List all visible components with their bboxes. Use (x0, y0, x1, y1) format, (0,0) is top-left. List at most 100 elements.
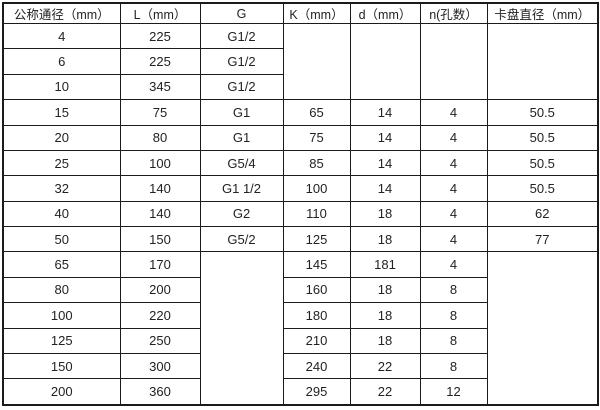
cell-clamp: 50.5 (486, 124, 599, 151)
cell-n: 4 (419, 200, 488, 228)
cell-d: 18 (349, 302, 421, 329)
cell-dn: 100 (2, 302, 121, 329)
cell-n: 12 (419, 378, 488, 406)
table-row: 40 140 G2 110 18 4 62 (2, 200, 599, 228)
cell-clamp: 62 (486, 200, 599, 228)
cell-d: 14 (349, 99, 421, 126)
cell-dn: 10 (2, 73, 121, 101)
cell-G: G1 (199, 99, 284, 126)
cell-dn: 65 (2, 251, 121, 278)
cell-dn: 32 (2, 175, 121, 202)
table-row: 15 75 G1 65 14 4 50.5 (2, 99, 599, 126)
cell-K: 85 (282, 149, 351, 177)
table-row: 65 170 145 181 4 (2, 251, 599, 406)
cell-L: 170 (119, 251, 201, 278)
cell-n: 4 (419, 251, 488, 278)
cell-L: 80 (119, 124, 201, 151)
cell-dn: 200 (2, 378, 121, 406)
cell-d: 22 (349, 378, 421, 406)
header-nominal-diameter: 公称通径（mm） (2, 2, 121, 24)
cell-L: 225 (119, 48, 201, 75)
cell-n: 8 (419, 302, 488, 329)
cell-d: 14 (349, 149, 421, 177)
cell-n: 8 (419, 327, 488, 354)
cell-K: 160 (282, 276, 351, 304)
cell-G: G5/4 (199, 149, 284, 177)
cell-clamp-merged-empty (486, 22, 599, 101)
cell-G: G2 (199, 200, 284, 228)
cell-dn: 15 (2, 99, 121, 126)
cell-d: 14 (349, 175, 421, 202)
table-row: 4 225 G1/2 (2, 22, 599, 101)
cell-G: G5/2 (199, 225, 284, 253)
cell-dn: 4 (2, 22, 121, 50)
cell-G: G1/2 (199, 22, 284, 50)
cell-L: 200 (119, 276, 201, 304)
table-row: 80 200 160 18 8 (2, 276, 598, 304)
cell-G: G1 (199, 124, 284, 151)
cell-L: 225 (119, 22, 201, 50)
table-row: 25 100 G5/4 85 14 4 50.5 (2, 149, 599, 177)
cell-n: 4 (419, 149, 488, 177)
cell-n: 8 (419, 276, 488, 304)
cell-K: 100 (282, 175, 351, 202)
cell-L: 220 (119, 302, 201, 329)
cell-K: 125 (282, 225, 351, 253)
cell-K: 145 (282, 251, 351, 278)
cell-L: 360 (119, 378, 201, 406)
cell-d: 181 (349, 251, 421, 278)
cell-L: 345 (119, 73, 201, 101)
cell-d: 18 (349, 327, 421, 354)
table-header-row: 公称通径（mm） L（mm） G K（mm） d（mm） n(孔数） 卡盘直径（… (2, 2, 599, 24)
cell-d: 22 (349, 352, 421, 380)
cell-clamp: 50.5 (486, 149, 599, 177)
cell-K: 65 (282, 99, 351, 126)
cell-K: 180 (282, 302, 351, 329)
cell-dn: 25 (2, 149, 121, 177)
header-d: d（mm） (349, 2, 421, 24)
cell-dn: 6 (2, 48, 121, 75)
table-row: 150 300 240 22 8 (2, 352, 598, 380)
cell-n: 4 (419, 175, 488, 202)
cell-L: 300 (119, 352, 201, 380)
cell-d: 14 (349, 124, 421, 151)
table-row: 125 250 210 18 8 (2, 327, 598, 354)
cell-n-merged-empty (419, 22, 488, 101)
cell-dn: 40 (2, 200, 121, 228)
cell-n: 8 (419, 352, 488, 380)
cell-dn: 80 (2, 276, 121, 304)
cell-G-merged-empty (199, 251, 284, 406)
cell-dn: 150 (2, 352, 121, 380)
cell-L: 75 (119, 99, 201, 126)
table-row: 20 80 G1 75 14 4 50.5 (2, 124, 599, 151)
cell-dn: 50 (2, 225, 121, 253)
header-clamp-diameter: 卡盘直径（mm） (486, 2, 599, 24)
cell-n: 4 (419, 99, 488, 126)
cell-K: 75 (282, 124, 351, 151)
cell-dn: 20 (2, 124, 121, 151)
cell-n: 4 (419, 225, 488, 253)
cell-G: G1/2 (199, 73, 284, 101)
cell-K: 210 (282, 327, 351, 354)
header-n-holes: n(孔数） (419, 2, 488, 24)
header-K: K（mm） (282, 2, 351, 24)
cell-clamp: 77 (486, 225, 599, 253)
cell-L: 140 (119, 175, 201, 202)
cell-dn: 125 (2, 327, 121, 354)
cell-clamp: 50.5 (486, 99, 599, 126)
cell-L: 100 (119, 149, 201, 177)
cell-G: G1/2 (199, 48, 284, 75)
cell-clamp: 50.5 (486, 175, 599, 202)
cell-K: 240 (282, 352, 351, 380)
cell-G: G1 1/2 (199, 175, 284, 202)
table-row: 50 150 G5/2 125 18 4 77 (2, 225, 599, 253)
cell-d: 18 (349, 276, 421, 304)
cell-L: 140 (119, 200, 201, 228)
cell-K: 110 (282, 200, 351, 228)
cell-d: 18 (349, 225, 421, 253)
cell-K: 295 (282, 378, 351, 406)
table-row: 200 360 295 22 12 (2, 378, 598, 406)
cell-L: 250 (119, 327, 201, 354)
cell-L: 150 (119, 225, 201, 253)
